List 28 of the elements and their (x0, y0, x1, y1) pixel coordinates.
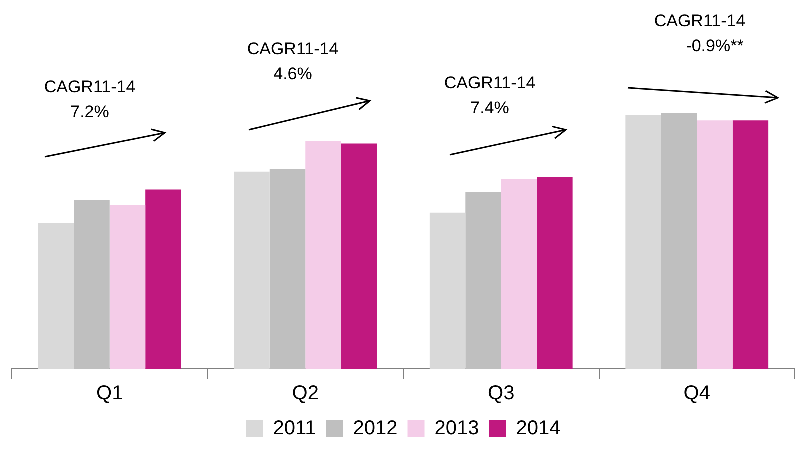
bar (38, 223, 74, 369)
legend-label: 2013 (434, 418, 480, 440)
annotation: CAGR11-14 7.4% (444, 74, 536, 118)
bar (430, 212, 466, 369)
bar (626, 116, 662, 369)
bar (697, 120, 733, 369)
x-tick-label: Q1 (96, 382, 124, 405)
bar (234, 172, 270, 369)
x-tick-label: Q3 (488, 382, 515, 405)
x-tick-label: Q4 (684, 382, 710, 405)
legend-label: 2011 (273, 418, 316, 440)
x-tick-label: Q2 (292, 382, 319, 405)
text: CAGR11-14 -0.9%** (654, 12, 746, 56)
bar (270, 169, 306, 369)
text: CAGR11-14 4.6% (247, 40, 339, 84)
bar (110, 205, 146, 369)
bar (732, 120, 769, 369)
legend-label: 2012 (353, 418, 398, 440)
annotation: CAGR11-14 7.2% (44, 78, 136, 122)
bar (306, 141, 342, 369)
bar (341, 144, 378, 369)
legend-label: 2014 (516, 418, 561, 440)
bar (537, 177, 573, 369)
bar (146, 190, 182, 369)
bar (74, 200, 110, 369)
bar (466, 192, 502, 369)
bar (501, 180, 538, 369)
bar (661, 113, 698, 369)
